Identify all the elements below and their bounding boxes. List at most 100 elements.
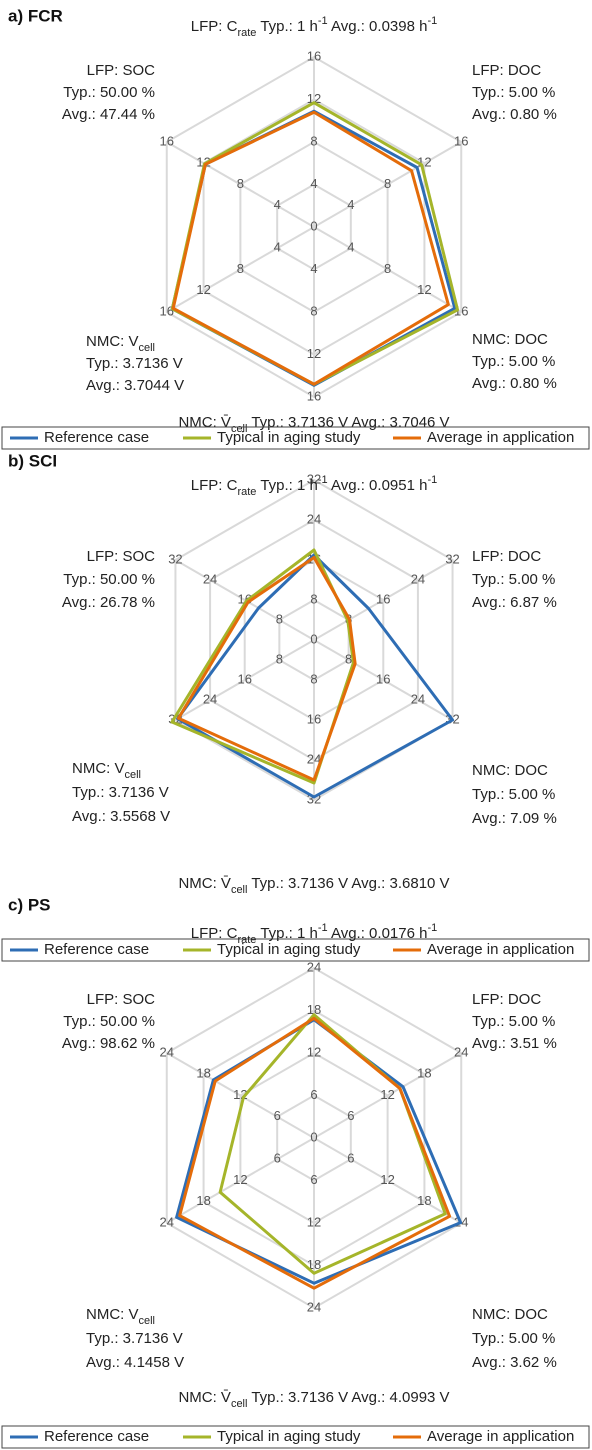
label-part: Typ.: 3.7136 V Avg.: 3.6810 V	[247, 875, 449, 892]
series-line	[218, 1013, 447, 1275]
axis-label: Avg.: 3.62 %	[472, 1354, 557, 1371]
label-part: Typ.: 50.00 %	[63, 571, 155, 588]
series-line	[170, 548, 355, 785]
spoke	[313, 226, 462, 313]
tick-label: 12	[196, 282, 210, 297]
label-part: LFP: C	[191, 925, 238, 942]
axis-label: Avg.: 4.1458 V	[86, 1354, 184, 1371]
label-part: -1	[427, 15, 437, 27]
label-part: Typ.: 3.7136 V Avg.: 4.0993 V	[247, 1389, 449, 1406]
label-part: Typ.: 50.00 %	[63, 1013, 155, 1030]
spoke	[313, 1137, 462, 1224]
label-part: cell	[231, 884, 248, 896]
tick-label: 12	[307, 1214, 321, 1229]
axis-label: Typ.: 5.00 %	[472, 353, 555, 370]
axis-label: LFP: DOC	[472, 991, 541, 1008]
radar-chart: b) SCI0888888161616161616242424242424323…	[1, 451, 590, 962]
tick-label: 24	[203, 691, 217, 706]
tick-label: 0	[310, 218, 317, 233]
series-line	[176, 553, 455, 799]
tick-label: 6	[274, 1108, 281, 1123]
tick-label: 18	[307, 1002, 321, 1017]
axis-label: NMC: DOC	[472, 762, 548, 779]
label-part: -1	[427, 474, 437, 486]
tick-label: 8	[310, 133, 317, 148]
series-line	[175, 1018, 463, 1285]
label-part: cell	[125, 769, 142, 781]
tick-label: 8	[310, 303, 317, 318]
tick-label: 12	[196, 155, 210, 170]
tick-label: 8	[237, 261, 244, 276]
label-part: -1	[318, 922, 328, 934]
radar-chart: a) FCR0444444888888121212121212161616161…	[1, 6, 590, 450]
tick-label: 24	[454, 1044, 468, 1059]
tick-label: 24	[307, 1299, 321, 1314]
label-part: Typ.: 1 h	[256, 18, 317, 35]
legend-label: Reference case	[44, 429, 149, 446]
axis-label: Typ.: 50.00 %	[63, 571, 155, 588]
label-part: Avg.: 3.5568 V	[72, 808, 170, 825]
axis-label: NMC: Vcell	[72, 760, 141, 781]
tick-label: 8	[276, 651, 283, 666]
legend-label: Typical in aging study	[217, 429, 361, 446]
label-part: Avg.: 6.87 %	[472, 594, 557, 611]
legend-label: Average in application	[427, 429, 574, 446]
label-part: Typ.: 5.00 %	[472, 1013, 555, 1030]
tick-label: 8	[345, 651, 352, 666]
tick-label: 6	[274, 1151, 281, 1166]
tick-label: 8	[276, 611, 283, 626]
axis-label: Avg.: 3.51 %	[472, 1035, 557, 1052]
label-part: cell	[231, 423, 248, 435]
label-part: NMC: V	[86, 333, 139, 350]
tick-label: 6	[310, 1172, 317, 1187]
legend-label: Average in application	[427, 941, 574, 958]
tick-label: 16	[160, 133, 174, 148]
spoke	[166, 1137, 315, 1224]
label-part: rate	[237, 486, 256, 498]
series-line	[176, 556, 357, 782]
axis-label: Typ.: 3.7136 V	[86, 1330, 183, 1347]
tick-label: 24	[411, 691, 425, 706]
label-part: Avg.: 4.1458 V	[86, 1354, 184, 1371]
label-part: -1	[427, 922, 437, 934]
axis-label: LFP: DOC	[472, 62, 541, 79]
label-part: LFP: SOC	[87, 62, 156, 79]
tick-label: 4	[274, 197, 281, 212]
label-part: cell	[139, 342, 156, 354]
axis-label: LFP: DOC	[472, 548, 541, 565]
tick-label: 8	[384, 176, 391, 191]
axis-label: Avg.: 3.5568 V	[72, 808, 170, 825]
tick-label: 24	[307, 959, 321, 974]
tick-label: 24	[307, 751, 321, 766]
label-part: cell	[139, 1315, 156, 1327]
label-part: Avg.: 0.80 %	[472, 106, 557, 123]
chart-title: c) PS	[8, 895, 51, 914]
tick-label: 24	[411, 571, 425, 586]
tick-label: 18	[417, 1193, 431, 1208]
axis-label: Avg.: 0.80 %	[472, 375, 557, 392]
tick-label: 12	[417, 282, 431, 297]
legend-label: Average in application	[427, 1428, 574, 1445]
axis-label: Typ.: 5.00 %	[472, 1013, 555, 1030]
series-line	[178, 1016, 452, 1290]
label-part: NMC: V̄	[178, 1389, 231, 1406]
axis-label: LFP: Crate Typ.: 1 h-1 Avg.: 0.0176 h-1	[191, 922, 437, 946]
legend-label: Reference case	[44, 1428, 149, 1445]
chart-title: b) SCI	[8, 451, 57, 470]
tick-label: 12	[307, 1044, 321, 1059]
label-part: -1	[318, 15, 328, 27]
label-part: cell	[231, 1398, 248, 1410]
spoke	[166, 226, 315, 313]
label-part: NMC: V	[72, 760, 125, 777]
label-part: LFP: SOC	[87, 991, 156, 1008]
tick-label: 0	[310, 631, 317, 646]
tick-label: 4	[310, 261, 317, 276]
label-part: Avg.: 47.44 %	[62, 106, 155, 123]
spoke	[313, 1052, 462, 1139]
axis-label: Avg.: 6.87 %	[472, 594, 557, 611]
label-part: LFP: DOC	[472, 991, 541, 1008]
label-part: Typ.: 3.7136 V	[86, 1330, 183, 1347]
spoke	[313, 141, 462, 228]
axis-label: LFP: Crate Typ.: 1 h-1 Avg.: 0.0398 h-1	[191, 15, 437, 39]
